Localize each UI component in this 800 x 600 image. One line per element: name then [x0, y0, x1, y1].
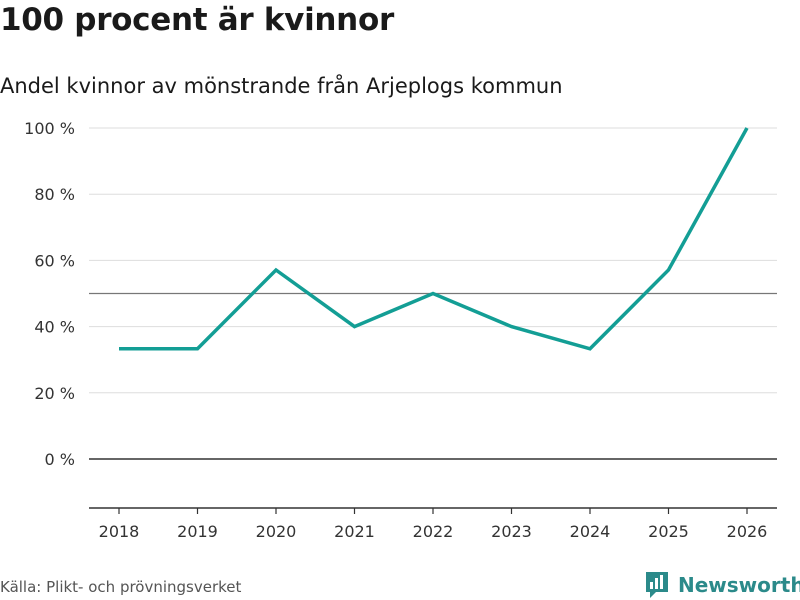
y-tick-label: 40 %	[34, 318, 75, 337]
x-tick-label: 2022	[413, 522, 454, 541]
source-note: Källa: Plikt- och prövningsverket	[0, 578, 242, 596]
bar-chart-flag-icon	[646, 572, 668, 598]
x-tick-label: 2025	[648, 522, 689, 541]
y-tick-label: 60 %	[34, 251, 75, 270]
x-tick-label: 2023	[491, 522, 532, 541]
y-tick-label: 20 %	[34, 384, 75, 403]
series-line	[119, 127, 749, 351]
chart-title: 100 procent är kvinnor	[0, 2, 394, 38]
x-tick-label: 2024	[570, 522, 611, 541]
brand-name: Newsworthy	[678, 573, 800, 597]
x-tick-label: 2018	[99, 522, 140, 541]
y-tick-label: 100 %	[24, 119, 75, 138]
chart-subtitle: Andel kvinnor av mönstrande från Arjeplo…	[0, 74, 563, 98]
y-tick-label: 80 %	[34, 185, 75, 204]
x-tick-label: 2020	[256, 522, 297, 541]
y-tick-label: 0 %	[45, 450, 75, 469]
x-tick-label: 2026	[727, 522, 768, 541]
x-tick-label: 2019	[177, 522, 218, 541]
newsworthy-logo: Newsworthy	[644, 570, 800, 600]
x-tick-label: 2021	[334, 522, 375, 541]
line-chart: 0 % 20 % 40 % 60 % 80 % 100 % 2018 2019 2020 2021…	[24, 119, 777, 541]
